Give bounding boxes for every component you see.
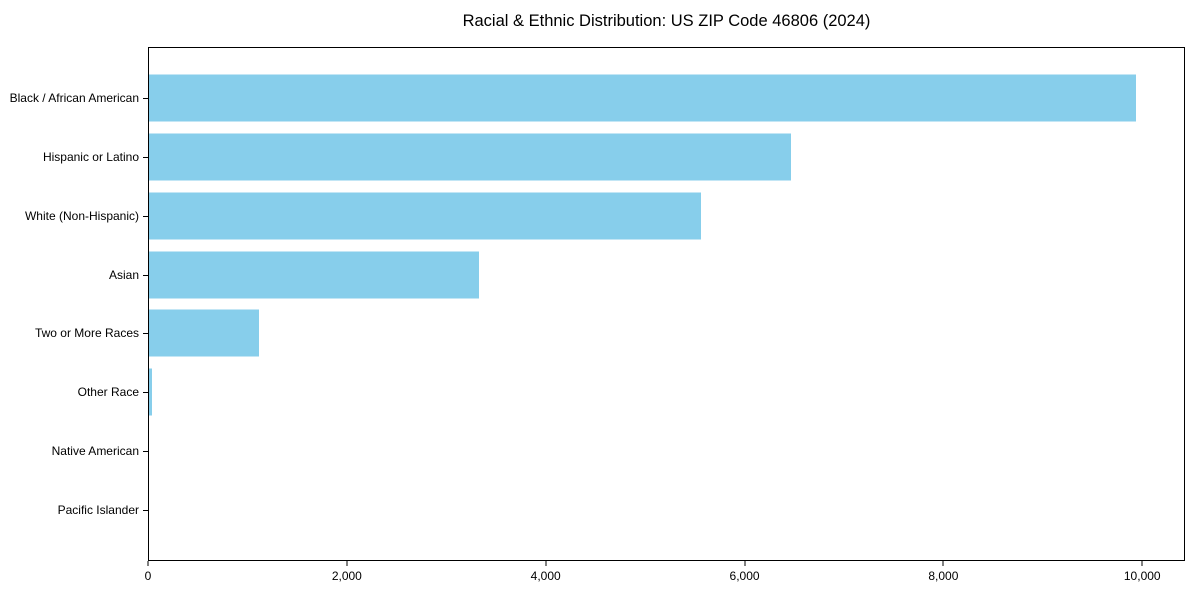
y-axis-tick-mark	[143, 274, 148, 276]
chart-row: Native American	[52, 422, 1184, 481]
x-axis-tick-mark	[1141, 561, 1143, 566]
x-axis-tick-label: 2,000	[331, 569, 362, 583]
plot-rows: Black / African American Hispanic or Lati…	[10, 48, 1184, 560]
y-axis-category-label: Pacific Islander	[57, 502, 139, 517]
chart-row: Hispanic or Latino	[43, 128, 1184, 187]
chart-title: Racial & Ethnic Distribution: US ZIP Cod…	[462, 12, 871, 30]
bar	[149, 368, 153, 416]
y-axis-category-label: White (Non-Hispanic)	[24, 208, 139, 223]
chart-row: Other Race	[78, 363, 1184, 422]
chart-row: Black / African American	[10, 69, 1184, 128]
x-axis-tick-label: 0	[144, 569, 152, 583]
bar	[149, 309, 260, 357]
bar	[149, 251, 479, 299]
x-axis-tick-mark	[942, 561, 944, 566]
y-axis-category-label: Hispanic or Latino	[42, 150, 139, 165]
y-axis-tick-mark	[143, 450, 148, 452]
chart-row: Two or More Races	[35, 304, 1184, 363]
y-axis-tick-mark	[143, 157, 148, 159]
y-axis-tick-mark	[143, 333, 148, 335]
bar	[149, 192, 701, 240]
y-axis-category-label: Native American	[51, 443, 139, 458]
x-axis-tick-mark	[545, 561, 547, 566]
y-axis-category-label: Two or More Races	[34, 326, 139, 341]
bar	[149, 133, 792, 181]
chart-row: White (Non-Hispanic)	[25, 187, 1184, 246]
y-axis-category-label: Black / African American	[9, 91, 139, 106]
x-axis-tick-label: 8,000	[928, 569, 959, 583]
x-axis-tick-label: 4,000	[530, 569, 561, 583]
y-axis-tick-mark	[143, 509, 148, 511]
x-axis-tick-label: 10,000	[1123, 569, 1161, 583]
x-axis-tick-mark	[346, 561, 348, 566]
y-axis-tick-mark	[143, 215, 148, 217]
x-axis-tick-mark	[744, 561, 746, 566]
x-axis-tick-mark	[147, 561, 149, 566]
y-axis-tick-mark	[143, 98, 148, 100]
y-axis-tick-mark	[143, 392, 148, 394]
bar	[149, 74, 1137, 122]
y-axis-category-label: Asian	[108, 267, 139, 282]
plot-area: Black / African American Hispanic or Lati…	[10, 47, 1185, 561]
x-axis-tick-label: 6,000	[729, 569, 760, 583]
y-axis-category-label: Other Race	[77, 385, 139, 400]
chart-row: Pacific Islander	[58, 480, 1184, 539]
chart-row: Asian	[109, 245, 1184, 304]
